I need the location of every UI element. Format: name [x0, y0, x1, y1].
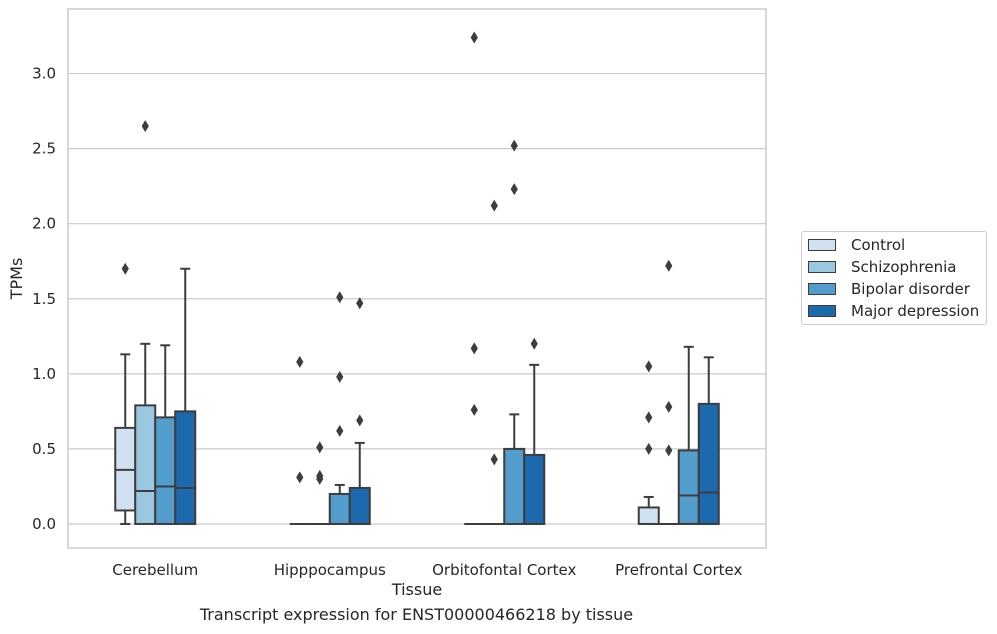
outlier-point [665, 444, 673, 457]
legend-label-major-depression: Major depression [851, 302, 980, 320]
box-body [134, 404, 157, 525]
box-major-depression [523, 337, 546, 525]
chart-caption: Transcript expression for ENST0000046621… [199, 605, 634, 624]
outlier-point [510, 183, 518, 196]
outlier-point [645, 360, 653, 373]
legend-label-control: Control [851, 236, 906, 254]
box-body [697, 402, 720, 525]
outlier-point [316, 469, 324, 482]
outlier-point [336, 291, 344, 304]
outlier-point [296, 355, 304, 368]
outlier-point [356, 414, 364, 427]
x-tick-labels: Cerebellum Hipppocampus Orbitofontal Corte… [112, 561, 742, 579]
y-tick-label: 0.5 [32, 440, 56, 458]
x-axis-label: Tissue [391, 580, 442, 599]
box-body [154, 416, 177, 525]
box-bipolar-disorder [154, 344, 177, 525]
box-major-depression [697, 356, 720, 525]
legend-item-schizophrenia: Schizophrenia [808, 258, 956, 276]
legend-swatch-major-depression [808, 305, 836, 317]
outlier-point [645, 411, 653, 424]
legend-label-schizophrenia: Schizophrenia [851, 258, 957, 276]
legend-swatch-schizophrenia [808, 261, 836, 273]
box-major-depression [174, 267, 197, 525]
box-body [637, 506, 660, 525]
legend-swatch-control [808, 239, 836, 251]
legend: Control Schizophrenia Bipolar disorder M… [801, 231, 987, 325]
y-tick-label: 2.0 [32, 215, 56, 233]
outlier-point [356, 297, 364, 310]
outlier-point [470, 342, 478, 355]
outlier-point [665, 259, 673, 272]
box-body [328, 492, 351, 525]
box-body [523, 453, 546, 525]
y-axis-label: TPMs [7, 258, 26, 301]
outlier-point [470, 403, 478, 416]
box-schizophrenia [658, 259, 679, 525]
outlier-point [141, 120, 149, 133]
outlier-point [645, 442, 653, 455]
box-bipolar-disorder [503, 139, 526, 525]
x-tick-label: Prefrontal Cortex [615, 561, 742, 579]
y-tick-label: 2.5 [32, 140, 56, 158]
box-control [464, 31, 485, 525]
box-body [174, 410, 197, 525]
outlier-point [336, 424, 344, 437]
box-schizophrenia [309, 441, 330, 525]
legend-item-control: Control [808, 236, 905, 254]
outlier-point [316, 441, 324, 454]
box-major-depression [348, 297, 371, 525]
legend-item-bipolar-disorder: Bipolar disorder [808, 280, 970, 298]
legend-item-major-depression: Major depression [808, 302, 979, 320]
y-tick-label: 1.0 [32, 365, 56, 383]
x-tick-label: Hipppocampus [274, 561, 386, 579]
legend-label-bipolar-disorder: Bipolar disorder [851, 280, 970, 298]
box-body [503, 447, 526, 525]
box-schizophrenia [484, 199, 505, 525]
outlier-point [665, 400, 673, 413]
y-tick-labels: 0.0 0.5 1.0 1.5 2.0 2.5 3.0 [32, 65, 56, 533]
outlier-point [510, 139, 518, 152]
x-tick-label: Orbitofontal Cortex [432, 561, 576, 579]
outlier-point [490, 453, 498, 466]
outlier-point [470, 31, 478, 44]
outlier-point [530, 337, 538, 350]
y-tick-label: 0.0 [32, 515, 56, 533]
y-tick-label: 3.0 [32, 65, 56, 83]
box-schizophrenia [134, 120, 157, 525]
box-bipolar-disorder [677, 345, 700, 525]
box-control [637, 360, 660, 525]
outlier-point [296, 471, 304, 484]
outlier-point [121, 262, 129, 275]
box-body [677, 449, 700, 525]
y-tick-label: 1.5 [32, 290, 56, 308]
boxes [114, 31, 720, 525]
x-tick-label: Cerebellum [112, 561, 198, 579]
box-bipolar-disorder [328, 291, 351, 525]
outlier-point [490, 199, 498, 212]
box-control [114, 262, 137, 525]
box-control [289, 355, 310, 525]
plot-area-frame [67, 8, 767, 549]
box-body [348, 486, 371, 525]
legend-swatch-bipolar-disorder [808, 283, 836, 295]
outlier-point [336, 370, 344, 383]
